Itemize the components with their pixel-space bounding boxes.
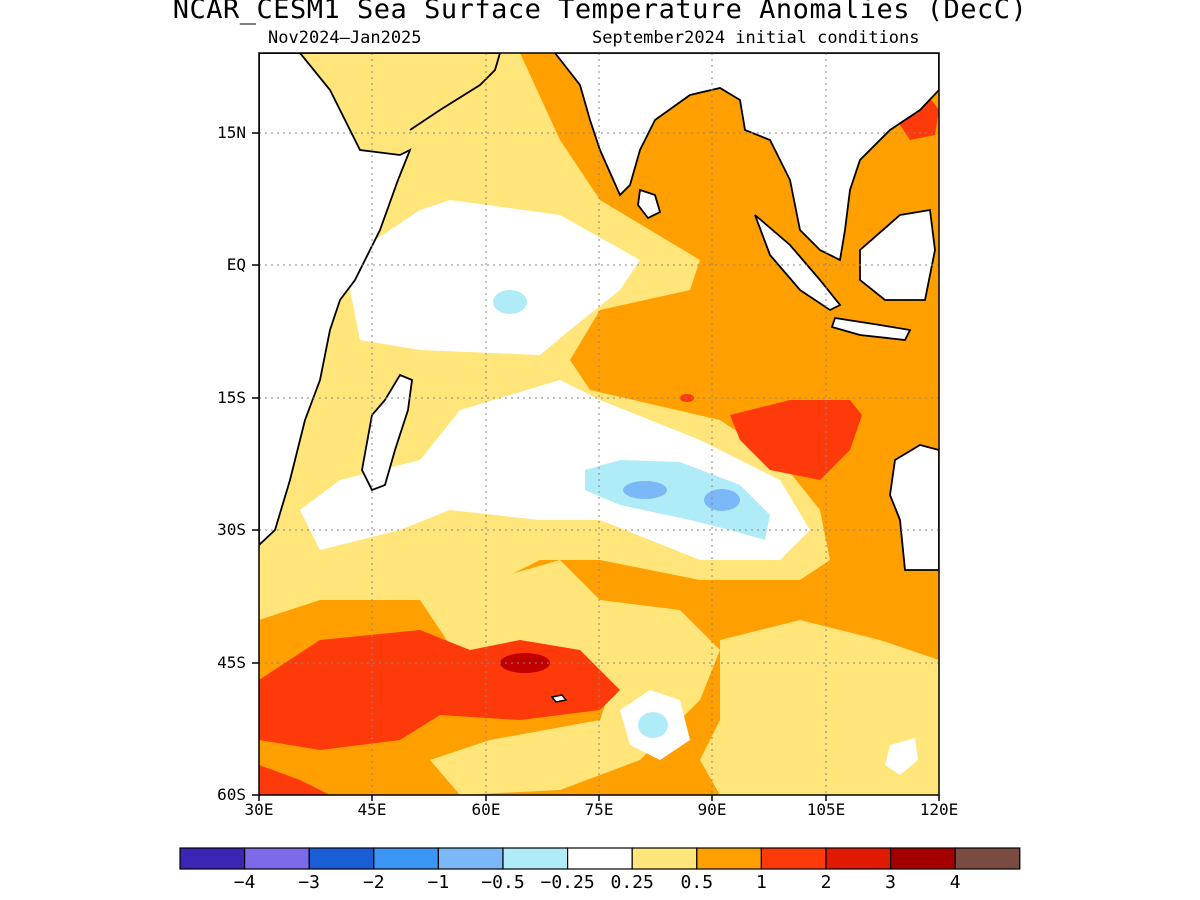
colorbar-swatch [437,847,504,870]
lon-label-120e: 120E [919,800,959,819]
lat-label-60s: 60S [217,785,246,804]
arabia-coastline [259,53,501,131]
graticule [259,53,939,795]
colorbar-label: 0.25 [610,872,654,893]
colorbar-swatch [502,847,569,870]
anomaly-region-cool-0.25 [585,460,770,540]
sumatra-outline [754,214,842,312]
colorbar-label: −0.25 [540,872,595,893]
lat-label-15n: 15N [217,123,246,142]
lon-label-90e: 90E [697,800,727,819]
colorbar-label: −2 [362,872,385,893]
colorbar-swatch [889,847,956,870]
java-outline [830,316,912,341]
lon-label-30e: 30E [244,800,274,819]
sri-lanka-outline [637,188,662,220]
kerguelen-outline [550,694,568,703]
anomaly-region-neutral [350,200,640,355]
colorbar-label: −4 [233,872,256,893]
colorbar [179,847,1021,870]
lon-label-60e: 60E [471,800,501,819]
colorbar-label: −0.5 [481,872,525,893]
colorbar-swatch [179,847,246,870]
colorbar-swatch [244,847,310,870]
forecast-period: Nov2024–Jan2025 [268,28,422,48]
anomaly-region-0.25-0.5 [700,620,939,795]
anomaly-region-cool-0.25 [493,290,527,314]
lon-label-45e: 45E [357,800,387,819]
lat-label-30s: 30S [217,520,246,539]
australia-coastline [889,444,939,571]
colorbar-swatch [566,847,633,870]
asia-coastline [553,53,939,262]
colorbar-swatch [696,847,762,870]
colorbar-label: 3 [885,872,897,893]
landmass [259,53,939,703]
anomaly-region-neutral [885,738,918,775]
anomaly-region-cool-0.5 [704,489,740,511]
lat-label-15s: 15S [217,388,246,407]
colorbar-swatch [760,847,827,870]
colorbar-swatch [373,847,439,870]
colorbar-swatch [631,847,698,870]
anomaly-region-1-2 [259,765,330,795]
map-title: NCAR_CESM1 Sea Surface Temperature Anoma… [172,0,1028,25]
colorbar-swatch [308,847,375,870]
colorbar-swatch [825,847,892,870]
colorbar-label: −3 [298,872,321,893]
lat-label-45s: 45S [217,653,246,672]
anomaly-region-1-2 [730,400,862,480]
colorbar-label: 1 [755,872,767,893]
madagascar-outline [361,373,413,492]
anomaly-region-cool-0.5 [623,481,667,499]
colorbar-label: 0.5 [680,872,714,893]
lon-label-75e: 75E [584,800,614,819]
colorbar-label: 2 [820,872,832,893]
borneo-outline [859,208,936,301]
lon-label-105e: 105E [806,800,846,819]
colorbar-label: 4 [949,872,961,893]
axis-ticks [252,132,940,801]
colorbar-swatch [954,847,1021,870]
initial-conditions: September2024 initial conditions [592,28,920,48]
anomaly-region-cool-0.25 [638,712,668,738]
colorbar-label: −1 [427,872,450,893]
lat-label-eq: EQ [226,255,246,274]
africa-coastline [259,53,412,547]
